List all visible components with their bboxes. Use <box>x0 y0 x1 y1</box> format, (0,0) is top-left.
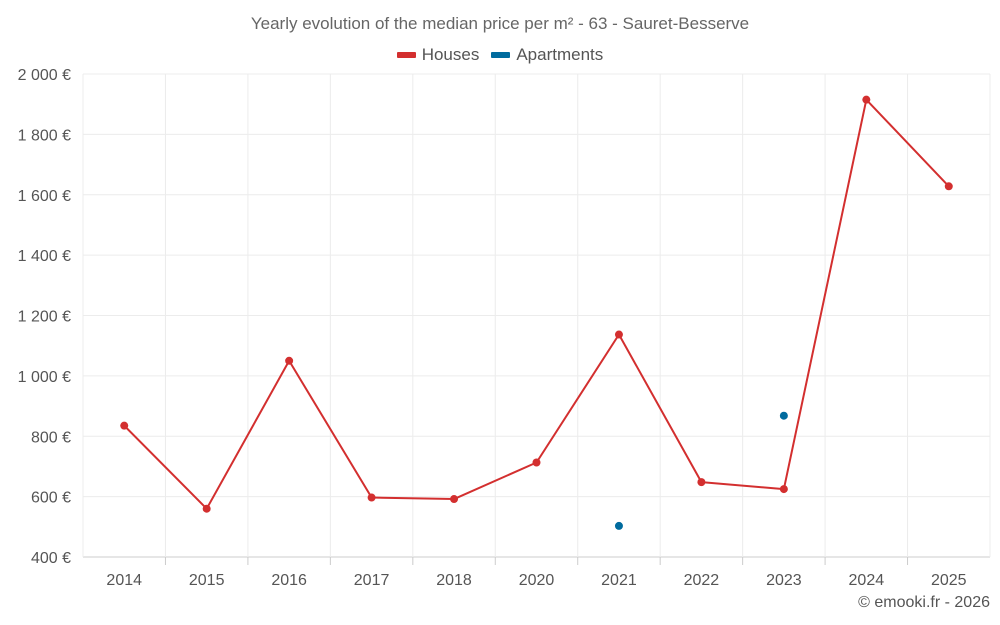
x-tick-label-2017: 2017 <box>354 572 390 589</box>
point-houses-2021 <box>614 330 623 339</box>
x-tick-label-2016: 2016 <box>271 572 307 589</box>
point-houses-2014 <box>120 421 129 430</box>
point-apartments-2021 <box>614 521 623 530</box>
point-houses-2018 <box>450 495 459 504</box>
legend-item-apartments[interactable]: Apartments <box>491 45 603 65</box>
legend-label-apartments: Apartments <box>516 45 604 64</box>
point-apartments-2023 <box>779 411 788 420</box>
grid <box>82 73 991 558</box>
x-tick-label-2021: 2021 <box>601 572 637 589</box>
x-tick-label-2022: 2022 <box>684 572 720 589</box>
axes: 400 € 600 € 800 € 1 000 € 1 200 € 1 400 € 1 60… <box>18 67 967 589</box>
x-tick-label-2023: 2023 <box>766 572 802 589</box>
legend-item-houses[interactable]: Houses <box>396 45 480 65</box>
point-houses-2023 <box>779 485 788 494</box>
point-houses-2024 <box>862 95 871 104</box>
y-tick-label-600: 600 € <box>31 490 71 507</box>
y-tick-label-400: 400 € <box>31 550 71 567</box>
chart-title: Yearly evolution of the median price per… <box>250 14 750 33</box>
credit: © emooki.fr - 2026 <box>858 594 990 611</box>
x-tick-label-2020: 2020 <box>519 572 555 589</box>
y-tick-label-1800: 1 800 € <box>18 127 71 144</box>
y-tick-label-1200: 1 200 € <box>18 309 71 326</box>
legend-label-houses: Houses <box>421 45 480 64</box>
point-houses-2025 <box>944 182 953 191</box>
legend-swatch-apartments <box>491 52 511 58</box>
x-tick-label-2014: 2014 <box>106 572 142 589</box>
point-houses-2017 <box>367 493 376 502</box>
point-houses-2016 <box>285 356 294 365</box>
y-tick-label-1000: 1 000 € <box>18 369 71 386</box>
legend-swatch-houses <box>396 52 416 58</box>
x-tick-label-2015: 2015 <box>189 572 225 589</box>
x-tick-label-2024: 2024 <box>849 572 885 589</box>
point-houses-2022 <box>697 478 706 487</box>
x-tick-label-2018: 2018 <box>436 572 472 589</box>
x-tick-label-2025: 2025 <box>931 572 967 589</box>
series <box>120 95 953 530</box>
y-tick-label-2000: 2 000 € <box>18 67 71 84</box>
y-tick-label-800: 800 € <box>31 429 71 446</box>
y-tick-label-1600: 1 600 € <box>18 188 71 205</box>
legend: Houses Apartments <box>0 45 1000 65</box>
point-houses-2015 <box>202 504 211 513</box>
y-tick-label-1400: 1 400 € <box>18 248 71 265</box>
point-houses-2020 <box>532 458 541 467</box>
